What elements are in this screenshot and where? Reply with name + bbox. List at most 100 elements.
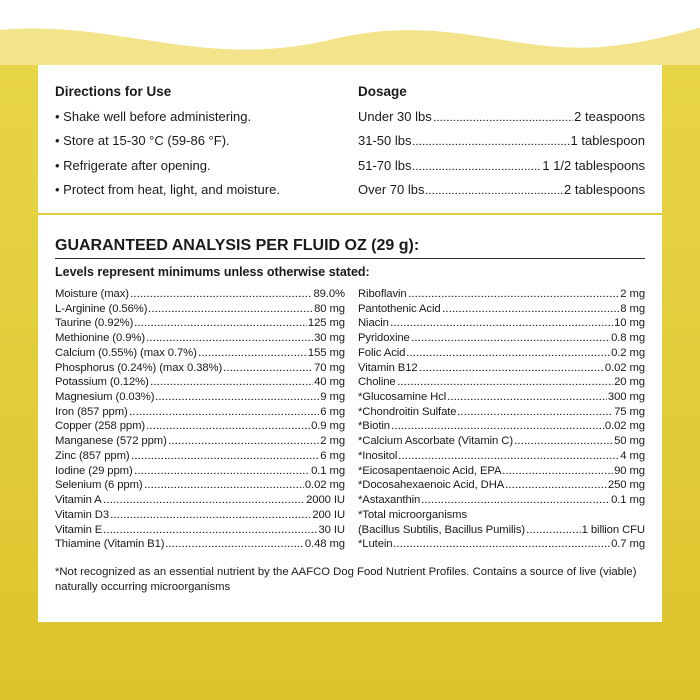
item-name: Riboflavin	[358, 288, 407, 300]
dot-leader	[103, 522, 318, 533]
item-name: L-Arginine (0.56%)	[55, 302, 148, 315]
nutrient-row: Copper (258 ppm) 0.9 mg	[55, 419, 345, 434]
dosage-row: 31-50 lbs 1 tablespoon	[358, 129, 645, 153]
item-name: Potassium (0.12%)	[55, 376, 149, 389]
item-name: Vitamin E	[55, 523, 103, 536]
nutrient-row: *Chondroitin Sulfate 75 mg	[358, 404, 645, 420]
item-amount: 0.7 mg	[611, 538, 645, 551]
dot-leader	[167, 434, 320, 445]
item-amount: 0.9 mg	[311, 420, 345, 433]
item-name: Vitamin D3	[55, 508, 110, 521]
item-amount: 0.48 mg	[304, 538, 345, 551]
nutrient-row: Moisture (max) 89.0%	[55, 287, 345, 302]
item-name: *Total microorganisms	[358, 508, 468, 521]
item-amount: 6 mg	[320, 405, 345, 418]
dot-leader	[441, 301, 620, 312]
dot-leader	[398, 448, 620, 459]
dot-leader	[197, 345, 307, 356]
dot-leader	[432, 111, 574, 121]
direction-text: Store at 15-30 °C (59-86 °F).	[63, 133, 230, 149]
dot-leader	[165, 537, 304, 548]
item-amount: 2 mg	[320, 435, 345, 448]
dot-leader	[128, 404, 320, 415]
item-amount: 1 tablespoon	[570, 133, 645, 149]
item-amount: 0.02 mg	[604, 361, 645, 374]
dot-leader	[505, 478, 607, 489]
item-amount: 40 mg	[314, 376, 345, 389]
bullet: •	[55, 181, 64, 197]
dot-leader	[110, 507, 312, 518]
item-amount: 2 teaspoons	[574, 109, 645, 124]
dot-leader	[129, 287, 313, 297]
nutrient-row: Potassium (0.12%) 40 mg	[55, 375, 345, 390]
nutrient-row: *Calcium Ascorbate (Vitamin C) 50 mg	[358, 434, 645, 449]
item-name: Calcium (0.55%) (max 0.7%)	[55, 346, 197, 359]
item-amount: 70 mg	[314, 361, 345, 374]
item-name: Manganese (572 ppm)	[55, 435, 167, 448]
dosage-row: Under 30 lbs 2 teaspoons	[358, 105, 645, 129]
bullet: •	[55, 109, 64, 124]
item-amount: 20 mg	[614, 376, 645, 389]
nutrient-row: Taurine (0.92%) 125 mg	[55, 316, 345, 331]
item-name: Taurine (0.92%)	[55, 317, 134, 330]
item-amount: 89.0%	[313, 288, 345, 300]
item-name: Folic Acid	[358, 346, 406, 359]
item-name: Vitamin A	[55, 494, 102, 507]
item-amount: 80 mg	[314, 302, 345, 315]
dot-leader	[393, 537, 611, 548]
nutrient-row: Vitamin D3 200 IU	[55, 507, 345, 523]
dot-leader	[389, 316, 614, 327]
nutrient-row: Niacin 10 mg	[358, 316, 645, 331]
nutrient-row: Magnesium (0.03%) 9 mg	[55, 390, 345, 405]
item-amount: 9 mg	[320, 391, 345, 404]
direction-text: Shake well before administering.	[63, 109, 252, 124]
nutrient-row: Iodine (29 ppm) 0.1 mg	[55, 463, 345, 479]
item-name: Over 70 lbs	[358, 181, 425, 197]
item-name: *Calcium Ascorbate (Vitamin C)	[358, 435, 514, 448]
dot-leader	[514, 434, 614, 445]
item-name: Niacin	[358, 317, 389, 330]
bullet: •	[55, 157, 64, 173]
item-amount: 0.2 mg	[611, 346, 645, 359]
item-name: Iron (857 ppm)	[55, 405, 128, 418]
item-name: Methionine (0.9%)	[55, 332, 145, 345]
item-amount: 75 mg	[614, 405, 645, 418]
item-amount: 30 IU	[318, 523, 345, 536]
direction-item: • Shake well before administering.	[55, 105, 355, 129]
item-amount: 6 mg	[320, 449, 345, 462]
nutrient-row: *Docosahexaenoic Acid, DHA 250 mg	[358, 478, 645, 493]
dosage-row: 51-70 lbs 1 1/2 tablespoons	[358, 154, 645, 178]
nutrient-row: *Lutein 0.7 mg	[358, 537, 645, 552]
footnote: *Not recognized as an essential nutrient…	[55, 566, 637, 593]
nutrient-row: *Eicosapentaenoic Acid, EPA 90 mg	[358, 463, 645, 479]
directions-list: • Shake well before administering. • Stor…	[55, 105, 355, 202]
dot-leader	[412, 135, 570, 146]
nutrient-row: Folic Acid 0.2 mg	[358, 345, 645, 361]
nutrient-row: Thiamine (Vitamin B1) 0.48 mg	[55, 537, 345, 552]
item-amount: 1 1/2 tablespoons	[542, 157, 645, 173]
nutrient-row: L-Arginine (0.56%) 80 mg	[55, 301, 345, 317]
item-amount: 0.02 mg	[304, 479, 345, 492]
item-amount: 0.8 mg	[611, 332, 645, 345]
direction-item: • Refrigerate after opening.	[55, 154, 355, 178]
item-amount: 250 mg	[607, 479, 645, 492]
dot-leader	[145, 331, 314, 342]
analysis-title: GUARANTEED ANALYSIS PER FLUID OZ (29 g):	[55, 237, 645, 259]
direction-item: • Protect from heat, light, and moisture…	[55, 178, 355, 202]
dot-leader	[421, 493, 611, 504]
dot-leader	[155, 390, 320, 401]
item-name: Pyridoxine	[358, 332, 410, 345]
nutrient-row: *Inositol 4 mg	[358, 448, 645, 464]
item-amount: 155 mg	[307, 346, 345, 359]
item-name: Pantothenic Acid	[358, 302, 441, 315]
item-amount: 1 billion CFU	[581, 523, 645, 536]
nutrient-row: Vitamin A 2000 IU	[55, 493, 345, 508]
item-amount: 125 mg	[307, 317, 345, 330]
nutrient-row: Zinc (857 ppm) 6 mg	[55, 448, 345, 464]
nutrient-row: Methionine (0.9%) 30 mg	[55, 331, 345, 346]
nutrient-row: *Astaxanthin 0.1 mg	[358, 493, 645, 508]
dot-leader	[418, 360, 604, 371]
dot-leader	[102, 493, 306, 504]
item-name: *Glucosamine Hcl	[358, 391, 447, 404]
